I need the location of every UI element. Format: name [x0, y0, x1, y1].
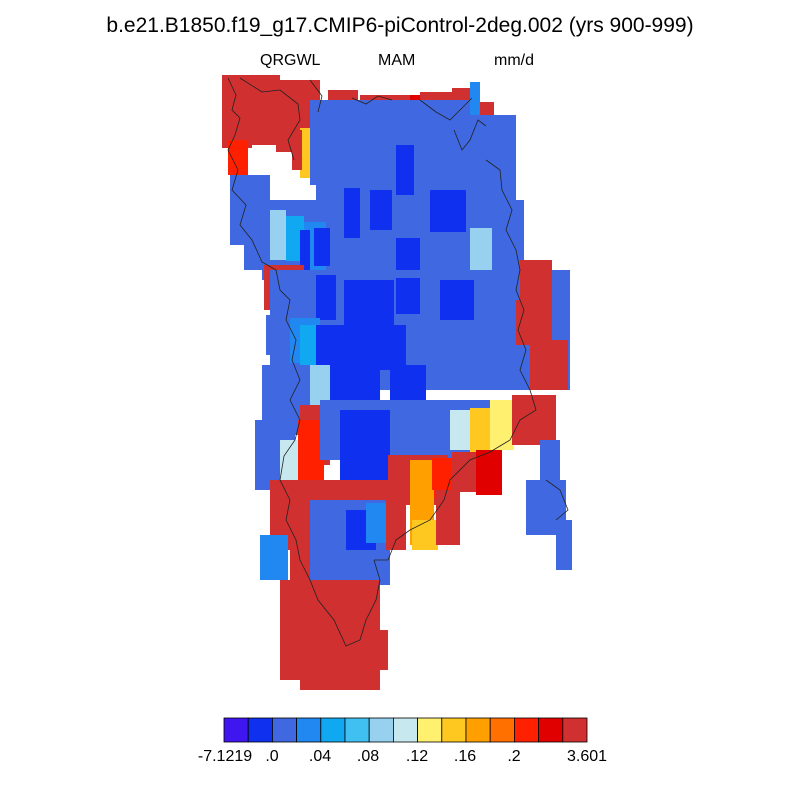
map-cell	[470, 228, 492, 273]
colorbar-swatch	[417, 717, 443, 743]
colorbar-tick-label: .04	[308, 748, 332, 765]
map-cell	[292, 130, 302, 170]
map-cell	[440, 280, 474, 320]
colorbar-swatch	[441, 717, 467, 743]
colorbar-tick-label: -7.1219	[197, 748, 253, 765]
map-cell	[300, 325, 320, 370]
map-cell	[286, 216, 304, 261]
colorbar-swatch	[368, 717, 394, 743]
map-cell	[396, 145, 414, 195]
map-cell	[556, 520, 572, 570]
map-cell	[530, 340, 568, 390]
colorbar-swatch	[465, 717, 491, 743]
map-cell	[300, 230, 310, 275]
colorbar-swatch	[562, 717, 588, 743]
map-cell	[288, 100, 306, 130]
colorbar-tick-label: .12	[405, 748, 429, 765]
map-cell	[490, 400, 514, 450]
colorbar-tick-label: .2	[507, 748, 521, 765]
map-cell	[520, 260, 552, 300]
colorbar-swatch	[489, 717, 515, 743]
variable-label: QRGWL	[260, 52, 321, 69]
map-cell	[430, 190, 466, 232]
map-cell	[470, 408, 492, 453]
map-cell	[260, 535, 288, 580]
colorbar-swatch	[320, 717, 346, 743]
colorbar-swatch	[344, 717, 370, 743]
map-cells	[222, 75, 572, 690]
map-cell	[344, 188, 360, 238]
map-cell	[450, 410, 470, 450]
map-cell	[222, 78, 252, 148]
map-cell	[370, 190, 392, 230]
colorbar-swatch	[538, 717, 564, 743]
map-cell	[412, 520, 438, 550]
map-cell	[270, 210, 286, 260]
map-cell	[344, 280, 394, 325]
plot-title: b.e21.B1850.f19_g17.CMIP6-piControl-2deg…	[106, 14, 694, 37]
coastline	[227, 77, 569, 647]
colorbar-swatch	[271, 717, 297, 743]
colorbar-swatch	[296, 717, 322, 743]
map-cell	[516, 300, 552, 345]
map-cell	[540, 440, 560, 490]
colorbar	[223, 717, 588, 743]
map-cell	[410, 460, 432, 490]
map-cell	[228, 140, 248, 175]
map-cell	[386, 500, 406, 550]
map-cell	[436, 490, 460, 545]
units-label: mm/d	[494, 52, 534, 69]
colorbar-swatch	[392, 717, 418, 743]
colorbar-tick-label: .16	[453, 748, 477, 765]
map-cell	[432, 458, 454, 498]
map-cell	[470, 82, 480, 122]
map-cell	[452, 452, 476, 492]
colorbar-tick-label: 3.601	[566, 748, 608, 765]
map-cell	[366, 503, 388, 543]
colorbar-swatch	[247, 717, 273, 743]
map-cell	[314, 228, 330, 266]
colorbar-tick-label: .0	[265, 748, 279, 765]
map-cell	[396, 278, 420, 314]
colorbar-tick-label: .08	[356, 748, 380, 765]
season-label: MAM	[378, 52, 416, 69]
colorbar-swatch	[514, 717, 540, 743]
colorbar-swatch	[223, 717, 249, 743]
map-cell	[316, 275, 336, 320]
map-cell	[476, 450, 502, 495]
map-cell	[328, 630, 388, 670]
